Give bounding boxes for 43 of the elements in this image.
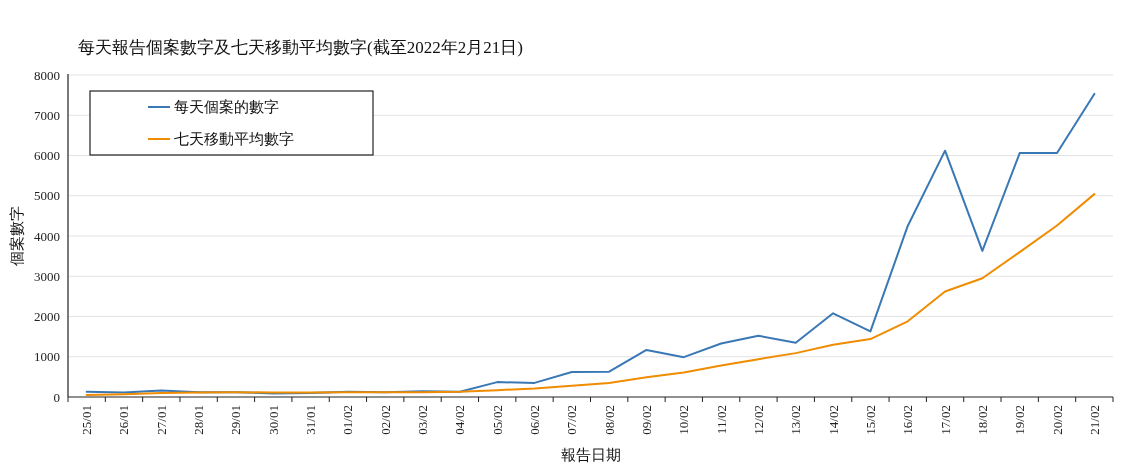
y-tick-label: 5000 (34, 188, 60, 204)
y-axis-title: 個案數字 (9, 206, 25, 266)
x-tick-label: 28/01 (191, 405, 207, 435)
chart-title: 每天報告個案數字及七天移動平均數字(截至2022年2月21日) (78, 38, 523, 57)
x-tick-label: 13/02 (788, 405, 804, 435)
x-tick-label: 01/02 (340, 405, 356, 435)
x-tick-label: 19/02 (1012, 405, 1028, 435)
x-tick-label: 17/02 (937, 405, 953, 435)
y-tick-label: 2000 (34, 309, 60, 324)
x-tick-label: 21/02 (1086, 405, 1102, 435)
x-tick-label: 27/01 (153, 405, 169, 435)
x-tick-label: 03/02 (415, 405, 431, 435)
x-tick-label: 04/02 (452, 405, 468, 435)
x-tick-label: 29/01 (228, 405, 244, 435)
x-tick-label: 14/02 (825, 405, 841, 435)
y-tick-label: 4000 (34, 228, 60, 244)
legend-label: 每天個案的數字 (174, 99, 279, 115)
x-axis-title: 報告日期 (560, 447, 621, 463)
x-tick-label: 08/02 (601, 405, 617, 435)
x-tick-label: 18/02 (974, 405, 990, 435)
x-tick-label: 25/01 (79, 405, 95, 435)
x-tick-label: 16/02 (900, 405, 916, 435)
x-tick-label: 05/02 (489, 405, 505, 435)
x-tick-label: 15/02 (862, 405, 878, 435)
x-tick-label: 02/02 (377, 405, 393, 435)
y-tick-label: 0 (53, 389, 60, 405)
x-tick-label: 10/02 (676, 405, 692, 435)
line-series (85, 193, 1096, 396)
x-tick-label: 09/02 (638, 405, 654, 435)
x-tick-label: 30/01 (265, 405, 281, 435)
y-tick-label: 1000 (34, 349, 60, 365)
y-tick-label: 6000 (34, 148, 60, 163)
x-tick-label: 26/01 (116, 405, 132, 435)
y-tick-label: 3000 (34, 268, 60, 284)
y-tick-label: 8000 (34, 67, 60, 83)
legend-label: 七天移動平均數字 (174, 131, 294, 147)
x-tick-label: 06/02 (527, 405, 543, 435)
x-tick-label: 11/02 (713, 405, 729, 435)
x-tick-label: 07/02 (564, 405, 580, 435)
x-tick-label: 31/01 (303, 405, 319, 435)
x-tick-label: 20/02 (1049, 405, 1065, 435)
x-tick-label: 12/02 (750, 405, 766, 435)
y-tick-label: 7000 (34, 107, 60, 123)
